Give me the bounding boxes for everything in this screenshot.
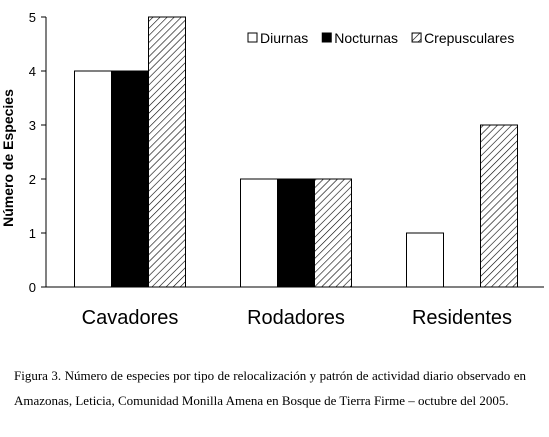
x-category-label: Residentes xyxy=(412,307,512,329)
y-tick-label: 1 xyxy=(29,226,36,241)
bar-diurnas-cavadores xyxy=(74,70,112,288)
legend-swatch-crepusculares xyxy=(411,32,422,43)
legend-label-diurnas: Diurnas xyxy=(260,30,308,46)
y-axis-ticks: 0 1 2 3 4 5 xyxy=(29,10,46,295)
legend-swatch-diurnas xyxy=(247,32,258,43)
bar-diurnas-residentes xyxy=(406,232,444,288)
legend-label-crepusculares: Crepusculares xyxy=(424,30,514,46)
legend: Diurnas Nocturnas Crepusculares xyxy=(247,30,514,46)
bar-crepusculares-cavadores xyxy=(148,16,186,288)
x-category-label: Cavadores xyxy=(82,307,179,329)
bar-diurnas-rodadores xyxy=(240,178,278,288)
y-tick-label: 3 xyxy=(29,118,36,133)
bar-nocturnas-cavadores xyxy=(111,70,149,288)
y-tick-label: 4 xyxy=(29,64,36,79)
bar-nocturnas-rodadores xyxy=(277,178,315,288)
bar-crepusculares-residentes xyxy=(480,124,518,288)
x-axis-labels: Cavadores Rodadores Residentes xyxy=(82,307,512,329)
bars xyxy=(74,16,518,288)
x-category-label: Rodadores xyxy=(247,307,345,329)
figure-caption: Figura 3. Número de especies por tipo de… xyxy=(14,368,526,408)
y-axis-label: Número de Especies xyxy=(0,89,16,227)
legend-swatch-nocturnas xyxy=(321,32,332,43)
legend-label-nocturnas: Nocturnas xyxy=(334,30,398,46)
bar-chart: 0 1 2 3 4 5 Cavadores Rodadores Residentes Núme… xyxy=(0,10,544,329)
y-tick-label: 2 xyxy=(29,172,36,187)
bar-crepusculares-rodadores xyxy=(314,178,352,288)
y-tick-label: 5 xyxy=(29,10,36,25)
y-tick-label: 0 xyxy=(29,280,36,295)
